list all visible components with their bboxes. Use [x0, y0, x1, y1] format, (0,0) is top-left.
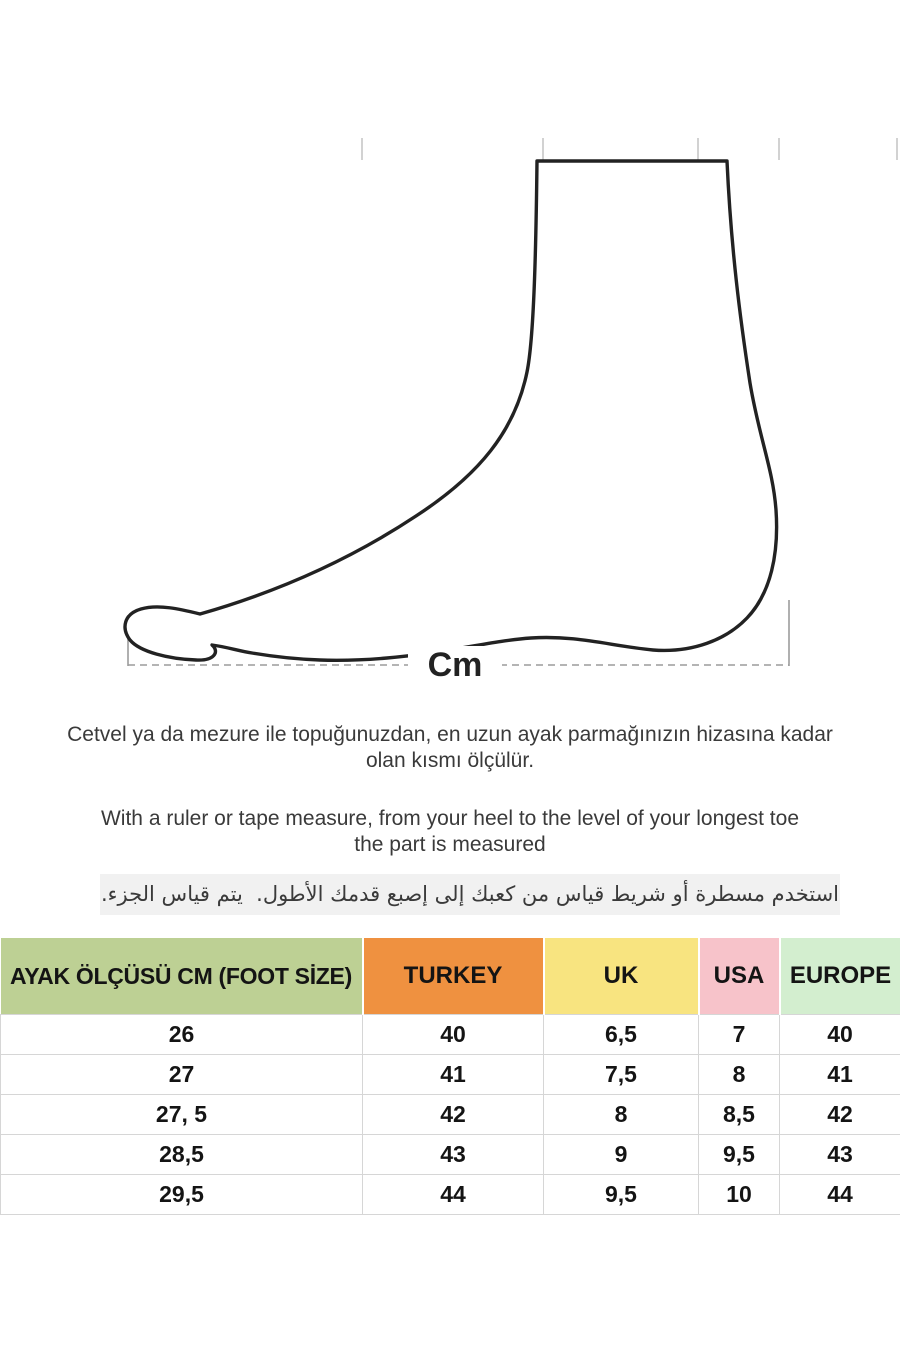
table-cell: 41 [362, 1054, 544, 1095]
header-cell-usa: USA [697, 938, 780, 1015]
table-cell: 40 [779, 1014, 900, 1055]
header-cell-foot-size: AYAK ÖLÇÜSÜ CM (FOOT SİZE) [0, 938, 363, 1015]
header-cell-turkey: TURKEY [361, 938, 544, 1015]
table-cell: 29,5 [0, 1174, 363, 1215]
table-cell: 28,5 [0, 1134, 363, 1175]
instruction-english-line2: the part is measured [354, 833, 546, 856]
size-conversion-table: AYAK ÖLÇÜSÜ CM (FOOT SİZE) TURKEY UK USA… [0, 938, 900, 1215]
instruction-arabic: استخدم مسطرة أو شريط قياس من كعبك إلى إص… [100, 874, 840, 915]
table-cell: 42 [362, 1094, 544, 1135]
table-row: 28,5 43 9 9,5 43 [0, 1134, 900, 1175]
table-cell: 6,5 [543, 1014, 699, 1055]
instruction-english: With a ruler or tape measure, from your … [0, 806, 900, 858]
table-cell: 8 [543, 1094, 699, 1135]
table-cell: 41 [779, 1054, 900, 1095]
table-cell: 43 [362, 1134, 544, 1175]
table-cell: 8 [698, 1054, 780, 1095]
table-cell: 43 [779, 1134, 900, 1175]
table-cell: 27 [0, 1054, 363, 1095]
instruction-turkish: Cetvel ya da mezure ile topuğunuzdan, en… [0, 722, 900, 774]
table-cell: 44 [779, 1174, 900, 1215]
table-cell: 7 [698, 1014, 780, 1055]
header-cell-uk: UK [542, 938, 699, 1015]
foot-measurement-diagram [123, 138, 898, 666]
foot-outline [123, 159, 779, 662]
instruction-english-line1: With a ruler or tape measure, from your … [100, 807, 799, 830]
table-row: 27, 5 42 8 8,5 42 [0, 1094, 900, 1135]
table-cell: 44 [362, 1174, 544, 1215]
table-row: 27 41 7,5 8 41 [0, 1054, 900, 1095]
table-cell: 9,5 [543, 1174, 699, 1215]
table-cell: 8,5 [698, 1094, 780, 1135]
table-cell: 26 [0, 1014, 363, 1055]
instruction-turkish-line2: olan kısmı ölçülür. [365, 749, 535, 772]
table-cell: 9 [543, 1134, 699, 1175]
cm-unit-label: Cm [408, 646, 502, 684]
table-row: 26 40 6,5 7 40 [0, 1014, 900, 1055]
table-cell: 7,5 [543, 1054, 699, 1095]
header-cell-europe: EUROPE [778, 938, 900, 1015]
table-cell: 27, 5 [0, 1094, 363, 1135]
grid-ticks [361, 138, 898, 160]
instruction-turkish-line1: Cetvel ya da mezure ile topuğunuzdan, en… [67, 723, 833, 746]
table-cell: 10 [698, 1174, 780, 1215]
table-cell: 42 [779, 1094, 900, 1135]
table-row: 29,5 44 9,5 10 44 [0, 1174, 900, 1215]
table-cell: 9,5 [698, 1134, 780, 1175]
table-header-row: AYAK ÖLÇÜSÜ CM (FOOT SİZE) TURKEY UK USA… [0, 938, 900, 1015]
table-cell: 40 [362, 1014, 544, 1055]
